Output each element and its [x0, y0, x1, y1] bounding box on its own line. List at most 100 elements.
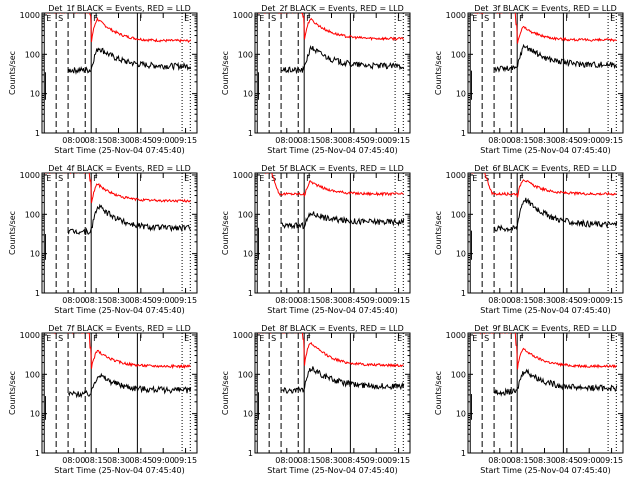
x-tick-label: 08:45 [129, 456, 152, 465]
y-axis-label: Counts/sec [434, 371, 443, 415]
y-tick-label: 1 [35, 449, 40, 458]
y-tick-label: 1 [248, 289, 253, 298]
detector-panel: Det_2f BLACK = Events, RED = LLD 1 10 100 10… [221, 4, 411, 155]
interval-marker-label: E [472, 174, 477, 183]
y-tick-label: 1000 [20, 171, 40, 180]
x-tick-label: 08:30 [320, 296, 343, 305]
interval-marker-label: F [306, 174, 311, 183]
plot-frame [41, 12, 198, 134]
x-tick-label: 08:30 [533, 296, 556, 305]
events-series-line [281, 366, 405, 394]
interval-marker-label: I [565, 334, 567, 343]
interval-marker-label: E [610, 14, 615, 23]
events-series-line [494, 43, 618, 73]
interval-marker-label: I [565, 174, 567, 183]
y-tick-label: 1 [248, 129, 253, 138]
x-tick-label: 08:00 [488, 456, 511, 465]
interval-marker-label: E [184, 334, 189, 343]
interval-marker-label: E [46, 334, 51, 343]
y-tick-label: 1000 [20, 331, 40, 340]
y-tick-label: 10 [243, 410, 253, 419]
x-tick-label: 08:00 [488, 296, 511, 305]
events-series-line [281, 211, 405, 230]
y-tick-label: 100 [25, 370, 40, 379]
detector-panel: Det_7f BLACK = Events, RED = LLD 1 10 100 10… [8, 324, 198, 475]
events-series-line [68, 203, 192, 236]
y-tick-label: 100 [238, 370, 253, 379]
y-axis-label: Counts/sec [221, 371, 230, 415]
events-series-line [281, 44, 405, 75]
y-tick-label: 100 [451, 210, 466, 219]
x-tick-label: 08:00 [62, 456, 85, 465]
lld-series-line [258, 333, 404, 368]
y-axis-label: Counts/sec [221, 211, 230, 255]
x-tick-label: 09:00 [578, 296, 601, 305]
y-tick-label: 1 [461, 289, 466, 298]
x-tick-label: 08:30 [533, 456, 556, 465]
x-tick-label: 08:45 [342, 296, 365, 305]
y-tick-label: 1 [35, 129, 40, 138]
detector-panel: Det_8f BLACK = Events, RED = LLD 1 10 100 10… [221, 324, 411, 475]
x-tick-label: 08:15 [298, 456, 321, 465]
events-series-line [68, 372, 192, 399]
interval-marker-label: E [46, 14, 51, 23]
y-tick-label: 1 [461, 449, 466, 458]
plot-frame [41, 332, 198, 454]
lld-series-line [46, 13, 192, 43]
x-tick-label: 08:15 [85, 296, 108, 305]
x-tick-label: 09:00 [365, 296, 388, 305]
x-tick-label: 09:15 [387, 456, 410, 465]
x-tick-label: 08:30 [533, 136, 556, 145]
panel-title: Det_5f BLACK = Events, RED = LLD [261, 164, 404, 173]
x-tick-label: 09:15 [600, 296, 623, 305]
interval-marker-label: E [259, 334, 264, 343]
x-tick-label: 09:00 [578, 456, 601, 465]
x-axis-label: Start Time (25-Nov-04 07:45:40) [54, 146, 184, 155]
interval-marker-label: I [139, 14, 141, 23]
plot-frame [467, 172, 624, 294]
interval-marker-label: S [58, 174, 63, 183]
y-tick-label: 10 [30, 410, 40, 419]
y-tick-label: 100 [25, 210, 40, 219]
interval-marker-label: L [610, 174, 615, 183]
panel-title: Det_9f BLACK = Events, RED = LLD [474, 324, 617, 333]
interval-marker-label: S [271, 14, 276, 23]
y-tick-label: 10 [30, 90, 40, 99]
interval-marker-label: E [397, 334, 402, 343]
y-tick-label: 1 [461, 129, 466, 138]
lld-series-line [45, 173, 191, 204]
x-tick-label: 09:00 [365, 456, 388, 465]
y-tick-label: 1000 [233, 331, 253, 340]
detector-panel: Det_4f BLACK = Events, RED = LLD 1 10 100 10… [8, 164, 198, 315]
x-tick-label: 08:30 [320, 136, 343, 145]
events-series-line [494, 368, 618, 397]
lld-series-line [47, 333, 191, 370]
x-tick-label: 08:45 [555, 296, 578, 305]
x-tick-label: 08:00 [62, 136, 85, 145]
y-tick-label: 1000 [446, 171, 466, 180]
x-tick-label: 08:15 [85, 136, 108, 145]
y-axis-label: Counts/sec [434, 211, 443, 255]
x-tick-label: 08:15 [298, 136, 321, 145]
interval-marker-label: E [610, 334, 615, 343]
y-tick-label: 100 [451, 370, 466, 379]
interval-marker-label: E [472, 334, 477, 343]
x-tick-label: 08:30 [107, 136, 130, 145]
interval-marker-label: L [397, 174, 402, 183]
interval-marker-label: E [472, 14, 477, 23]
panel-title: Det_6f BLACK = Events, RED = LLD [474, 164, 617, 173]
x-tick-label: 09:15 [387, 296, 410, 305]
y-tick-label: 1 [35, 289, 40, 298]
interval-marker-label: S [58, 334, 63, 343]
x-tick-label: 09:00 [152, 136, 175, 145]
x-tick-label: 08:30 [320, 456, 343, 465]
interval-marker-label: E [46, 174, 51, 183]
x-tick-label: 09:15 [600, 456, 623, 465]
x-tick-label: 09:15 [387, 136, 410, 145]
y-tick-label: 10 [30, 250, 40, 259]
x-axis-label: Start Time (25-Nov-04 07:45:40) [267, 466, 397, 475]
interval-marker-label: F [519, 334, 524, 343]
plot-frame [254, 172, 411, 294]
x-tick-label: 09:00 [578, 136, 601, 145]
x-tick-label: 09:15 [174, 296, 197, 305]
